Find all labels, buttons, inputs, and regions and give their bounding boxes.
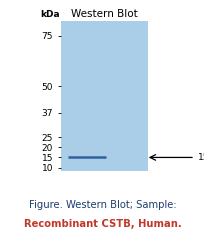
Text: Recombinant CSTB, Human.: Recombinant CSTB, Human. xyxy=(23,219,181,229)
Text: kDa: kDa xyxy=(40,10,60,19)
Text: Western Blot: Western Blot xyxy=(71,9,137,19)
Text: Figure. Western Blot; Sample:: Figure. Western Blot; Sample: xyxy=(29,200,175,210)
Text: 15kDa: 15kDa xyxy=(197,153,204,162)
